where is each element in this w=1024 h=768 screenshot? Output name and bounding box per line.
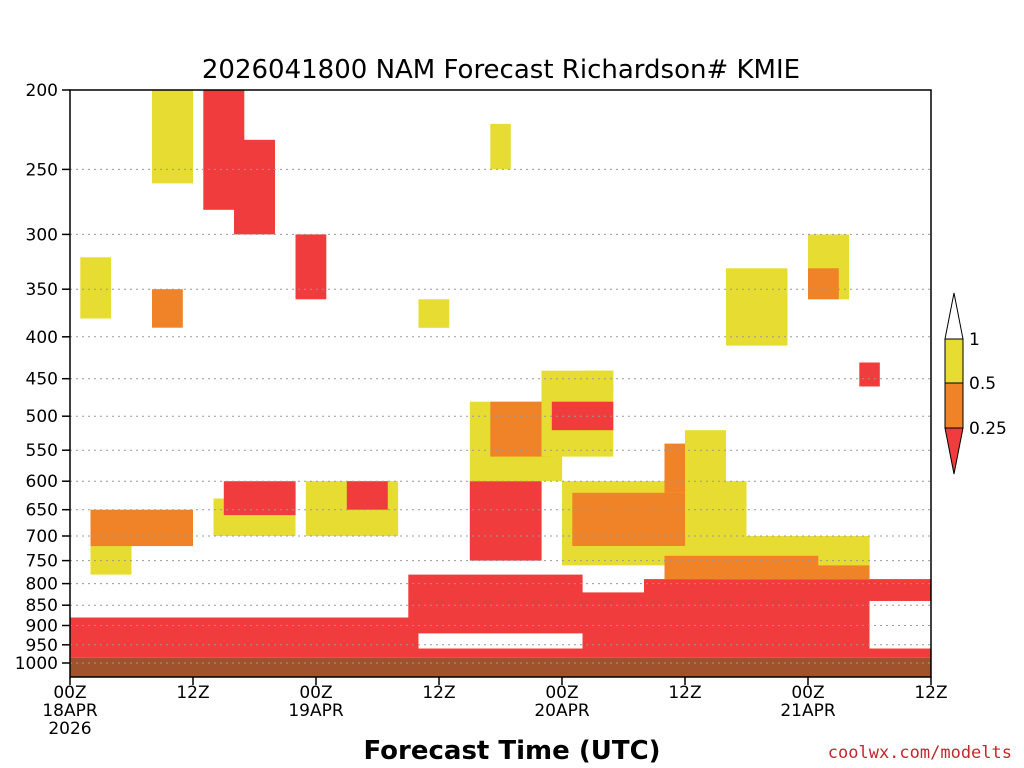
- y-tick-label-950: 950: [26, 636, 58, 656]
- x-tick-label-line: 12Z: [668, 683, 701, 703]
- legend-bin-025-05: [944, 382, 964, 429]
- x-tick-label-line: 12Z: [914, 683, 947, 703]
- y-tick-label-650: 650: [26, 501, 58, 521]
- x-tick-label-line: 00Z: [791, 683, 824, 703]
- legend: 1 0.5 0.25: [944, 292, 1007, 475]
- x-tick-label-line: 00Z: [53, 683, 86, 703]
- ri-cell-025_05: [572, 492, 686, 546]
- x-tick-label-line: 2026: [48, 719, 91, 739]
- x-tick-label-36: 12Z: [422, 683, 455, 703]
- legend-bin-05-1: [944, 338, 964, 384]
- x-tick-label-12: 12Z: [176, 683, 209, 703]
- ri-cell-05_1: [726, 268, 788, 346]
- y-tick-label-550: 550: [26, 441, 58, 461]
- ri-cell-lt_025: [346, 481, 388, 510]
- x-tick-label-line: 18APR: [42, 701, 98, 721]
- ri-cell-05_1: [582, 370, 614, 395]
- x-tick-label-0: 00Z 18APR 2026: [42, 683, 98, 739]
- ri-cell-05_1: [685, 430, 726, 536]
- y-tick-label-700: 700: [26, 527, 58, 547]
- ri-cell-lt_025: [859, 362, 880, 387]
- y-tick-label-750: 750: [26, 552, 58, 572]
- ri-cell-025_05: [152, 289, 183, 328]
- ground-fill: [70, 657, 931, 677]
- x-axis-label: Forecast Time (UTC): [363, 736, 660, 766]
- x-tick-label-line: 00Z: [545, 683, 578, 703]
- plot-frame: [69, 89, 932, 678]
- ri-cell-lt_025: [582, 592, 870, 649]
- legend-bin-gt-1: [944, 292, 964, 340]
- x-tick-label-24: 00Z 19APR: [288, 683, 344, 721]
- credit-text: coolwx.com/modelts: [828, 743, 1012, 763]
- y-axis: 200 250 300 350 400 450 500 550 600 650 700 750 8008…: [15, 81, 70, 674]
- ri-cell-025_05: [664, 555, 870, 580]
- y-tick-label-1000: 1000: [15, 654, 58, 674]
- y-tick-label-800: 800: [26, 575, 58, 595]
- x-tick-label-line: 20APR: [534, 701, 590, 721]
- ri-cell-lt_025: [70, 617, 419, 649]
- ri-cell-05_1: [80, 257, 112, 319]
- y-tick-label-250: 250: [26, 160, 58, 180]
- y-tick-label-400: 400: [26, 328, 58, 348]
- legend-level-label: 0.25: [969, 419, 1007, 439]
- y-tick-label-850: 850: [26, 596, 58, 616]
- y-tick-label-900: 900: [26, 617, 58, 637]
- ri-cell-025_05: [808, 268, 839, 300]
- x-tick-label-line: 12Z: [422, 683, 455, 703]
- legend-level-label: 0.5: [969, 374, 996, 394]
- ri-cell-lt_025: [469, 481, 542, 561]
- ri-cell-lt_025: [408, 574, 583, 634]
- chart-title: 2026041800 NAM Forecast Richardson# KMIE: [202, 55, 800, 85]
- ri-cell-05_1: [818, 546, 870, 566]
- ri-cell-lt_025: [70, 648, 931, 658]
- ri-cell-05_1: [152, 90, 193, 184]
- x-tick-label-line: 19APR: [288, 701, 344, 721]
- x-tick-label-72: 00Z 21APR: [780, 683, 836, 721]
- x-tick-label-line: 12Z: [176, 683, 209, 703]
- legend-bin-lt-025: [944, 427, 964, 475]
- y-tick-label-600: 600: [26, 472, 58, 492]
- legend-level-label: 1: [969, 330, 980, 350]
- x-tick-label-line: 21APR: [780, 701, 836, 721]
- x-tick-label-48: 00Z 20APR: [534, 683, 590, 721]
- x-tick-label-60: 12Z: [668, 683, 701, 703]
- ri-cell-lt_025: [223, 481, 296, 516]
- ri-cell-025_05: [90, 509, 193, 547]
- x-tick-label-84: 12Z: [914, 683, 947, 703]
- y-tick-label-350: 350: [26, 280, 58, 300]
- plot-area: [70, 90, 931, 677]
- y-tick-label-200: 200: [26, 81, 58, 101]
- y-tick-label-300: 300: [26, 225, 58, 245]
- ri-cell-05_1: [418, 299, 450, 328]
- ri-cell-05_1: [490, 123, 511, 170]
- ri-cell-lt_025: [234, 139, 275, 235]
- ri-cell-lt_025: [644, 579, 931, 601]
- ri-cell-lt_025: [295, 234, 327, 300]
- x-tick-label-line: 00Z: [299, 683, 332, 703]
- y-tick-label-450: 450: [26, 370, 58, 390]
- y-tick-label-500: 500: [26, 407, 58, 427]
